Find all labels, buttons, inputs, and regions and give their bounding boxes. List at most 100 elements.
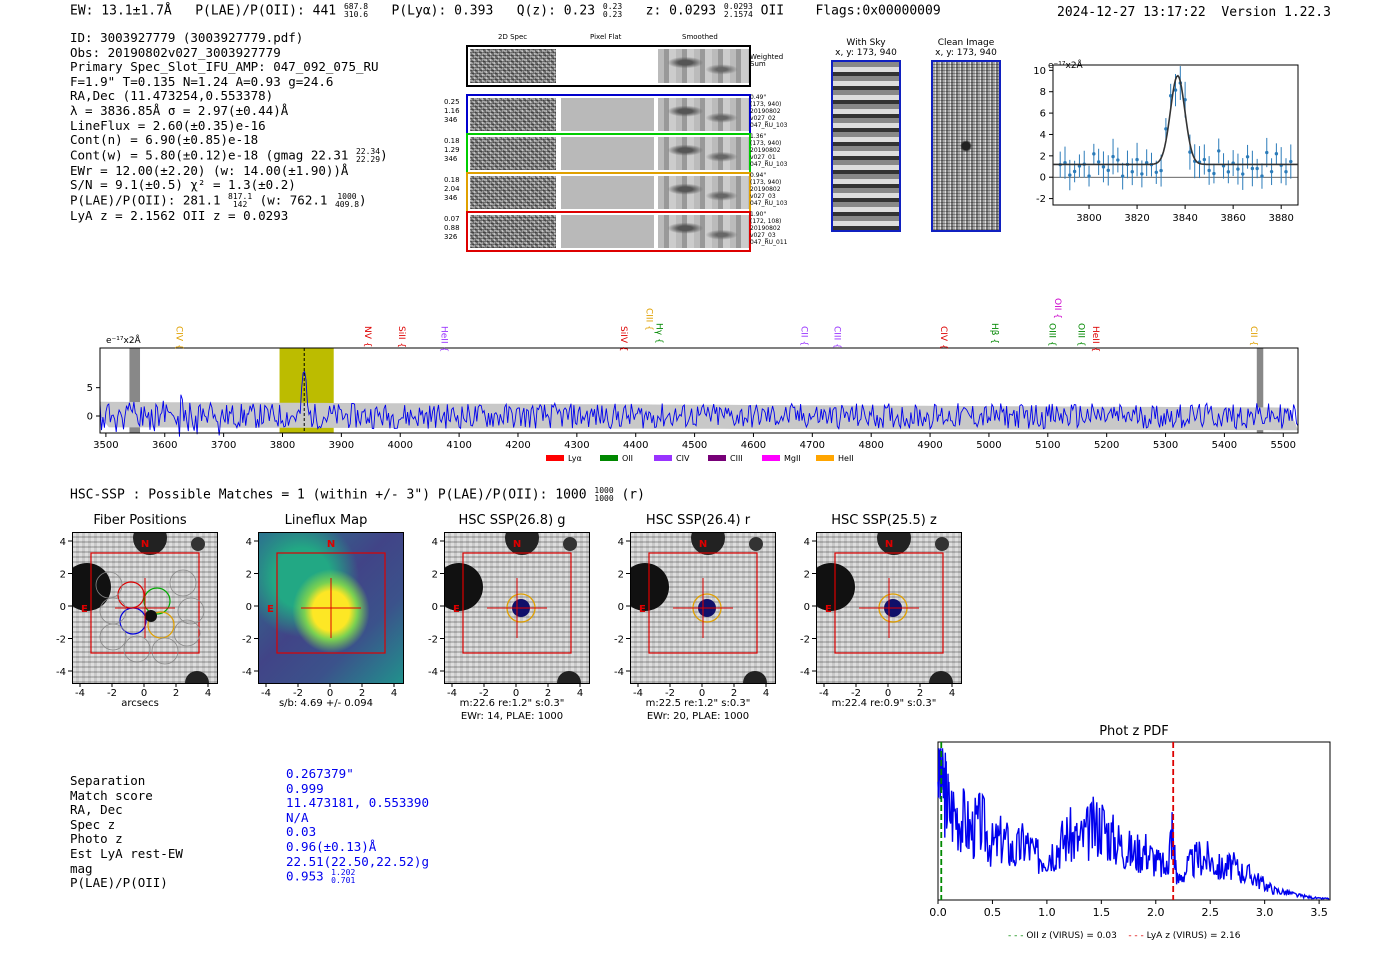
fiber-circle xyxy=(99,623,127,651)
match-value-ew: 0.96(±0.13)Å xyxy=(286,838,377,854)
spec2d-row-meta: 1.36" (173, 940) 20190802 v027_01 047_RU_103 xyxy=(750,133,788,168)
hsc-xtick: 2 xyxy=(731,688,737,699)
legend-label: OII xyxy=(622,454,633,463)
full-spectrum-svg: 3500 3600 3700 3800 3900 4000 4100 4200 4300 4400… xyxy=(87,298,1299,463)
info-sn: S/N = 9.1(±0.5) χ² = 1.3(±0.2) xyxy=(70,177,296,193)
hsc-xtick: -2 xyxy=(851,688,861,699)
match-value-mag: 22.51(22.50,22.52)g xyxy=(286,853,429,869)
line-fit-point xyxy=(1173,88,1178,92)
hsc-xtick: 0 xyxy=(699,688,705,699)
line-fit-point xyxy=(1130,170,1134,174)
spec2d-row-meta: 0.94" (173, 940) 20190802 v027_03 047_RU_103 xyxy=(750,172,788,207)
emission-line-label: Hβ { xyxy=(989,323,999,344)
header-datetime: 2024-12-27 13:17:22 xyxy=(1057,5,1206,20)
full-spectrum-xtick: 4100 xyxy=(446,440,471,451)
full-spectrum-xtick: 4300 xyxy=(564,440,589,451)
full-spectrum-xtick: 4000 xyxy=(388,440,413,451)
hsc-summary-lo: 1000 xyxy=(594,494,614,503)
full-spectrum-xtick: 4500 xyxy=(682,440,707,451)
hsc-panel-caption-2: EWr: 14, PLAE: 1000 xyxy=(460,711,564,722)
emission-line-label: CII { xyxy=(1248,326,1258,346)
info-lambda: λ = 3836.85Å σ = 2.97(±0.44)Å xyxy=(70,102,289,118)
info-obs: Obs: 20190802v027_3003927779 xyxy=(70,44,281,60)
header-z: z: 0.0293 xyxy=(645,3,717,19)
hsc-ytick: 0 xyxy=(432,602,438,613)
hsc-xtick: 4 xyxy=(949,688,955,699)
header-plae: P(LAE)/P(OII): 441 xyxy=(195,3,337,19)
full-spectrum-xtick: 4400 xyxy=(623,440,648,451)
line-fit-point xyxy=(1063,161,1067,165)
east-label: E xyxy=(81,604,88,615)
hsc-summary-end: (r) xyxy=(621,487,645,503)
line-fit-point xyxy=(1159,168,1163,173)
full-spectrum-xtick: 3500 xyxy=(93,440,118,451)
line-fit-model xyxy=(1053,74,1298,166)
cutout-with-sky: With Sky x, y: 173, 940 xyxy=(826,38,906,232)
info-params: F=1.9" T=0.135 N=1.24 A=0.93 g=24.6 xyxy=(70,73,334,89)
line-fit-point xyxy=(1188,150,1192,154)
line-fit-point xyxy=(1120,174,1125,178)
line-fit-point xyxy=(1168,94,1173,98)
hsc-ytick: 0 xyxy=(804,602,810,613)
header-plae-lo: 310.6 xyxy=(343,10,369,19)
header-plya: P(Lyα): 0.393 xyxy=(391,3,494,19)
full-spectrum-mask-right xyxy=(1256,348,1264,433)
hsc-summary-text: HSC-SSP : Possible Matches = 1 (within +… xyxy=(70,487,587,503)
hsc-panel-caption: arcsecs xyxy=(121,698,159,709)
header-qz: Q(z): 0.23 xyxy=(516,3,596,19)
match-values: 0.267379" 0.999 11.473181, 0.553390 N/A … xyxy=(286,766,429,885)
full-spectrum-xtick: 5200 xyxy=(1094,440,1119,451)
fiber-circle xyxy=(177,597,205,625)
hsc-ytick: 2 xyxy=(60,570,66,581)
line-fit-xtick: 3820 xyxy=(1124,213,1149,224)
hsc-panel-title: Lineflux Map xyxy=(284,513,368,528)
match-value-score: 0.999 xyxy=(286,780,324,796)
cutout-clean-title: Clean Image xyxy=(937,38,995,48)
match-value-specz: N/A xyxy=(286,809,309,825)
legend-label: CIII xyxy=(730,454,743,463)
line-fit-point xyxy=(1154,170,1158,174)
match-label-separation: Separation xyxy=(70,773,146,788)
match-value-photoz: 0.03 xyxy=(286,824,317,840)
hsc-xtick: -4 xyxy=(633,688,643,699)
emission-line-label: CIV { xyxy=(174,326,184,350)
spec2d-row-stats: 0.18 1.29 346 xyxy=(444,137,460,163)
emission-line-label: OIII { xyxy=(1075,323,1085,347)
header-bar: EW: 13.1±1.7Å P(LAE)/P(OII): 441 687.8 31… xyxy=(70,3,941,19)
info-plae-w-lo: 409.8 xyxy=(334,199,360,209)
hsc-panel-caption: m:22.4 re:0.9" s:0.3" xyxy=(831,698,937,709)
line-fit-point xyxy=(1217,149,1221,153)
east-label: E xyxy=(453,604,460,615)
east-label: E xyxy=(639,604,646,615)
photz-xtick: 3.5 xyxy=(1310,906,1328,919)
photz-pdf-line xyxy=(937,748,1330,900)
hsc-xtick: 4 xyxy=(577,688,583,699)
info-plae-w-hi: 1000 xyxy=(337,191,357,201)
line-fit-point xyxy=(1255,166,1259,171)
legend-swatch xyxy=(546,455,564,461)
hsc-panel-caption: m:22.5 re:1.2" s:0.3" xyxy=(645,698,751,709)
emission-line-label: SiII { xyxy=(396,326,406,348)
line-fit-xtick: 3860 xyxy=(1220,213,1245,224)
hsc-panel-title: HSC SSP(25.5) z xyxy=(831,513,937,528)
hsc-xtick: 4 xyxy=(391,688,397,699)
line-fit-point xyxy=(1135,157,1139,162)
emission-line-label: CII { xyxy=(799,326,809,346)
line-fit-unit: e⁻¹⁷x2Å xyxy=(1048,61,1083,71)
match-label-specz: Spec z xyxy=(70,816,116,832)
fiber-circle xyxy=(147,611,175,639)
header-z-lo: 2.1574 xyxy=(723,10,753,19)
east-label: E xyxy=(825,604,832,615)
full-spectrum-xtick: 4600 xyxy=(741,440,766,451)
legend-label: HeII xyxy=(838,454,854,463)
full-spectrum-xtick: 5500 xyxy=(1271,440,1296,451)
info-plae-lo: 142 xyxy=(232,199,248,209)
emission-line-label: HeII { xyxy=(1090,326,1100,352)
hsc-ytick: 4 xyxy=(432,537,438,548)
cutout-with-sky-xy: x, y: 173, 940 xyxy=(835,48,897,58)
line-fit-point xyxy=(1245,155,1250,159)
east-label: E xyxy=(267,604,274,615)
line-fit-xtick: 3880 xyxy=(1268,213,1293,224)
full-spectrum-xtick: 3700 xyxy=(211,440,236,451)
